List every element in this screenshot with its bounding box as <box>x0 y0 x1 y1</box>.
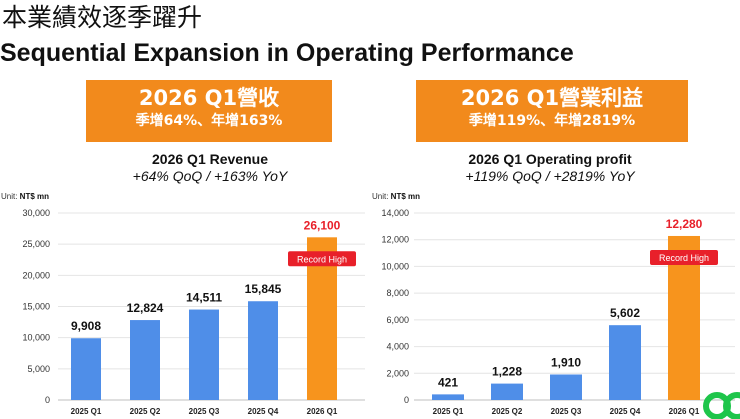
operating-profit-data-label: 1,228 <box>492 365 522 379</box>
operating-profit-xtick-label: 2025 Q3 <box>551 407 582 416</box>
operating-profit-unit-prefix: Unit: <box>372 192 391 201</box>
revenue-banner-title: 2026 Q1營收 <box>138 86 280 110</box>
revenue-banner-subtitle: 季增64%、年增163% <box>135 113 283 129</box>
operating-profit-subtitle-growth: +119% QoQ / +2819% YoY <box>465 168 635 184</box>
revenue-ytick-label: 10,000 <box>22 333 50 343</box>
revenue-data-label: 26,100 <box>304 218 341 232</box>
revenue-xtick-label: 2025 Q3 <box>189 407 220 416</box>
operating-profit-ytick-label: 8,000 <box>386 288 409 298</box>
operating-profit-unit-label: Unit: NT$ mn <box>372 192 420 201</box>
revenue-xtick-label: 2025 Q1 <box>71 407 102 416</box>
revenue-ytick-label: 20,000 <box>22 270 50 280</box>
operating-profit-bar <box>550 374 582 400</box>
revenue-ytick-label: 15,000 <box>22 302 50 312</box>
operating-profit-banner-subtitle: 季增119%、年增2819% <box>468 113 636 129</box>
operating-profit-bar-chart: 0 2,000 4,000 6,000 8,000 10,000 12,000 14,000 4… <box>381 208 735 416</box>
operating-profit-data-label: 1,910 <box>551 355 581 369</box>
revenue-ytick-label: 5,000 <box>27 364 50 374</box>
operating-profit-xtick-label: 2025 Q2 <box>492 407 523 416</box>
operating-profit-bar <box>491 383 523 400</box>
revenue-xtick-label: 2026 Q1 <box>307 407 338 416</box>
revenue-unit-value: NT$ mn <box>19 192 50 201</box>
revenue-ytick-label: 25,000 <box>22 239 50 249</box>
operating-profit-subtitle-title: 2026 Q1 Operating profit <box>468 151 632 167</box>
revenue-banner: 2026 Q1營收 季增64%、年增163% <box>86 80 332 142</box>
revenue-bar-chart: 0 5,000 10,000 15,000 20,000 25,000 30,000 9,90… <box>22 208 365 416</box>
operating-profit-ytick-label: 10,000 <box>381 261 409 271</box>
operating-profit-banner: 2026 Q1營業利益 季增119%、年增2819% <box>416 80 688 142</box>
revenue-unit-prefix: Unit: <box>1 192 20 201</box>
brand-logo-icon <box>699 381 740 419</box>
operating-profit-record-badge <box>650 249 718 265</box>
revenue-data-label: 12,824 <box>127 301 164 315</box>
page-title-zh: 本業績效逐季躍升 <box>2 3 203 32</box>
operating-profit-unit-value: NT$ mn <box>390 192 421 201</box>
revenue-unit-label: Unit: NT$ mn <box>1 192 49 201</box>
operating-profit-ytick-label: 4,000 <box>386 342 409 352</box>
operating-profit-ytick-label: 6,000 <box>386 315 409 325</box>
revenue-bar <box>130 320 160 400</box>
revenue-data-label: 9,908 <box>71 319 101 333</box>
revenue-ytick-label: 30,000 <box>22 208 50 218</box>
revenue-subtitle-title: 2026 Q1 Revenue <box>152 151 268 167</box>
operating-profit-bar <box>609 325 641 400</box>
revenue-subtitle-growth: +64% QoQ / +163% YoY <box>132 168 288 184</box>
page-title-en: Sequential Expansion in Operating Perfor… <box>0 39 574 67</box>
operating-profit-xtick-label: 2025 Q4 <box>610 407 641 416</box>
revenue-record-badge-label: Record High <box>297 254 347 264</box>
revenue-xtick-label: 2025 Q4 <box>248 407 279 416</box>
operating-profit-ytick-label: 12,000 <box>381 235 409 245</box>
revenue-data-label: 14,511 <box>186 291 222 305</box>
revenue-data-label: 15,845 <box>245 282 282 296</box>
revenue-ytick-label: 0 <box>45 395 50 405</box>
operating-profit-data-label: 5,602 <box>610 306 640 320</box>
operating-profit-bar <box>432 394 464 400</box>
revenue-bar <box>71 338 101 400</box>
operating-profit-banner-title: 2026 Q1營業利益 <box>460 86 644 110</box>
operating-profit-data-label: 12,280 <box>666 217 703 231</box>
revenue-subtitle: 2026 Q1 Revenue +64% QoQ / +163% YoY <box>60 151 360 185</box>
operating-profit-ytick-label: 0 <box>404 395 409 405</box>
revenue-xtick-label: 2025 Q2 <box>130 407 161 416</box>
revenue-bar <box>248 301 278 400</box>
revenue-bar <box>189 309 219 400</box>
operating-profit-subtitle: 2026 Q1 Operating profit +119% QoQ / +28… <box>400 151 700 185</box>
revenue-record-badge <box>288 251 356 267</box>
operating-profit-ytick-label: 2,000 <box>386 368 409 378</box>
operating-profit-data-label: 421 <box>438 375 458 389</box>
operating-profit-record-badge-label: Record High <box>659 253 709 263</box>
operating-profit-xtick-label: 2026 Q1 <box>669 407 700 416</box>
operating-profit-xtick-label: 2025 Q1 <box>433 407 464 416</box>
operating-profit-ytick-label: 14,000 <box>381 208 409 218</box>
